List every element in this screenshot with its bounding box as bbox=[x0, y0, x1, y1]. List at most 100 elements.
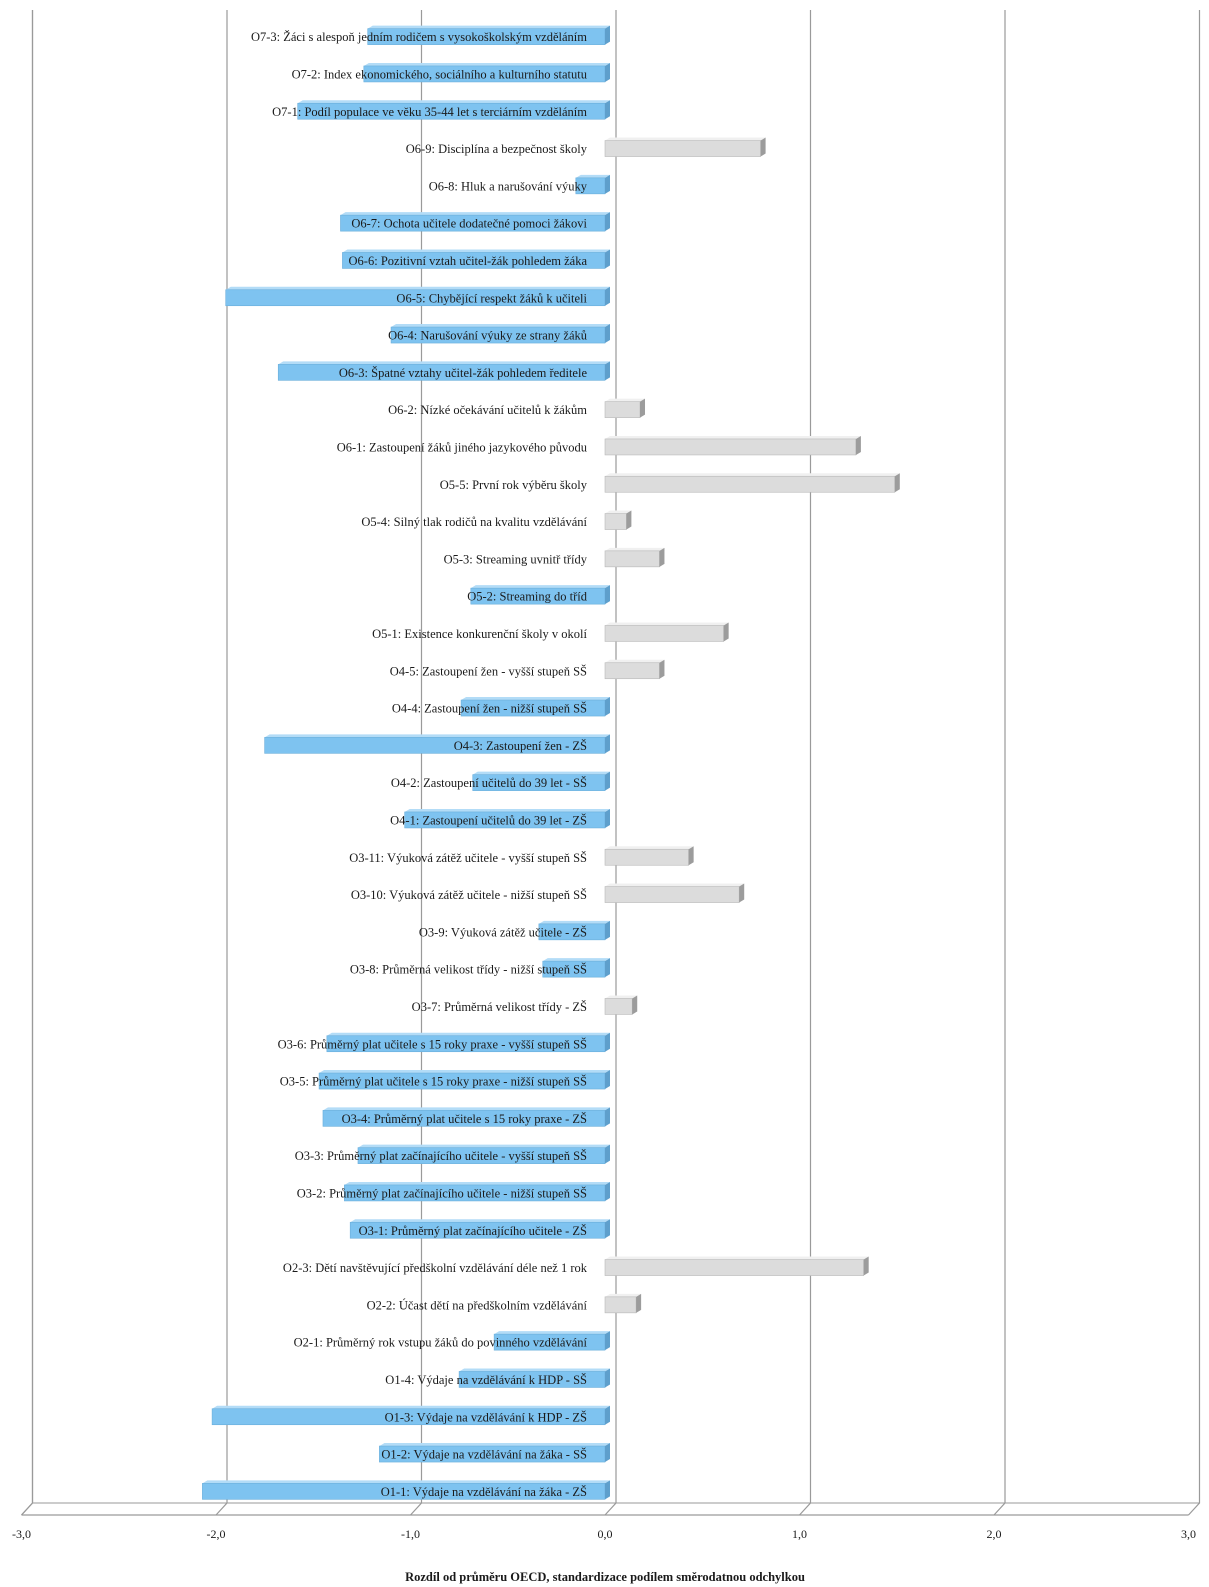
bar bbox=[344, 1181, 610, 1202]
bar-top-face bbox=[278, 361, 610, 365]
bar-side-face bbox=[605, 1107, 610, 1127]
bar bbox=[604, 547, 665, 568]
bar bbox=[390, 324, 610, 344]
bar-side-face bbox=[605, 174, 610, 194]
category-label: O5-4: Silný tlak rodičů na kvalitu vzděl… bbox=[361, 515, 587, 529]
bar bbox=[297, 100, 610, 120]
category-label: O6-5: Chybějící respekt žáků k učiteli bbox=[396, 291, 587, 305]
bar-side-face bbox=[605, 62, 610, 82]
x-tick-label: 0,0 bbox=[598, 1527, 613, 1541]
category-label: O4-2: Zastoupení učitelů do 39 let - SŠ bbox=[391, 776, 587, 790]
bar bbox=[472, 771, 610, 791]
bar-side-face bbox=[605, 1368, 610, 1388]
bar-top-face bbox=[605, 659, 665, 663]
category-label: O6-6: Pozitivní vztah učitel-žák pohlede… bbox=[349, 254, 588, 268]
bar-front-face bbox=[604, 1259, 864, 1276]
category-label: O6-2: Nízké očekávání učitelů k žákům bbox=[388, 403, 587, 417]
bar-side-face bbox=[605, 585, 610, 605]
bar bbox=[604, 659, 665, 680]
bar bbox=[379, 1443, 610, 1463]
bar-top-face bbox=[605, 622, 729, 626]
bar bbox=[211, 1405, 611, 1426]
bar-side-face bbox=[605, 1032, 610, 1052]
bar-side-face bbox=[605, 958, 610, 978]
bar-top-face bbox=[404, 808, 610, 812]
bar-top-face bbox=[605, 1293, 642, 1297]
bar-side-face bbox=[605, 286, 610, 306]
bar bbox=[604, 846, 694, 866]
category-label: O4-5: Zastoupení žen - vyšší stupeň SŠ bbox=[390, 664, 587, 678]
bar bbox=[542, 958, 610, 978]
category-label: O1-1: Výdaje na vzdělávání na žáka - ZŠ bbox=[381, 1485, 587, 1499]
bars bbox=[202, 25, 900, 1500]
category-label: O4-1: Zastoupení učitelů do 39 let - ZŠ bbox=[390, 813, 587, 827]
bar-side-face bbox=[760, 137, 766, 157]
bar-front-face bbox=[604, 848, 689, 866]
bar-top-face bbox=[605, 137, 766, 141]
bar-side-face bbox=[605, 324, 610, 344]
bar-side-face bbox=[605, 212, 610, 232]
bar-top-face bbox=[605, 883, 745, 887]
bar-top-face bbox=[575, 174, 610, 178]
bar-side-face bbox=[688, 846, 694, 866]
bar bbox=[538, 920, 610, 941]
bar bbox=[604, 398, 646, 418]
bar bbox=[404, 808, 610, 829]
gridline bbox=[993, 10, 1006, 1516]
bar-top-face bbox=[340, 212, 610, 216]
category-label: O3-6: Průměrný plat učitele s 15 roky pr… bbox=[278, 1037, 587, 1051]
bar-side-face bbox=[636, 1293, 642, 1313]
bar-top-face bbox=[494, 1331, 610, 1335]
plot-frame bbox=[21, 10, 1200, 1516]
bar bbox=[225, 286, 610, 307]
bar bbox=[604, 137, 766, 157]
category-label: O3-9: Výuková zátěž učitele - ZŠ bbox=[419, 925, 587, 939]
plot-left-wall bbox=[21, 10, 34, 1516]
bar bbox=[363, 62, 610, 83]
bar-top-face bbox=[605, 435, 861, 439]
bar-top-face bbox=[225, 286, 610, 290]
bar bbox=[575, 174, 610, 195]
bar-front-face bbox=[604, 662, 660, 680]
bar bbox=[604, 883, 745, 903]
bar-top-face bbox=[605, 995, 638, 999]
category-label: O4-3: Zastoupení žen - ZŠ bbox=[454, 739, 587, 753]
category-label: O6-7: Ochota učitele dodatečné pomoci žá… bbox=[351, 217, 587, 231]
gridline bbox=[215, 10, 228, 1516]
bar-front-face bbox=[604, 1296, 637, 1314]
bar bbox=[342, 249, 610, 269]
bar bbox=[277, 361, 610, 381]
bar bbox=[264, 734, 610, 754]
bar bbox=[318, 1070, 610, 1090]
category-label: O6-9: Disciplína a bezpečnost školy bbox=[406, 142, 588, 156]
bar-front-face bbox=[604, 401, 641, 418]
category-label: O4-4: Zastoupení žen - nižší stupeň SŠ bbox=[392, 702, 587, 716]
bar bbox=[349, 1219, 610, 1239]
category-label: O1-4: Výdaje na vzdělávání k HDP - SŠ bbox=[385, 1373, 587, 1387]
bar bbox=[604, 1293, 642, 1314]
x-tick-label: -3,0 bbox=[12, 1527, 31, 1541]
bar-top-face bbox=[605, 398, 646, 402]
category-label: O3-1: Průměrný plat začínajícího učitele… bbox=[359, 1224, 587, 1238]
gridline bbox=[21, 10, 34, 1516]
bar-side-face bbox=[605, 25, 610, 45]
category-label: O3-10: Výuková zátěž učitele - nižší stu… bbox=[351, 888, 587, 902]
bar bbox=[357, 1144, 610, 1164]
x-axis-ticks: -3,0 -2,0 -1,0 0,0 1,0 2,0 3,0 bbox=[12, 1527, 1196, 1541]
bar-top-face bbox=[605, 846, 694, 850]
bar-top-face bbox=[605, 510, 632, 514]
category-label: O3-7: Průměrná velikost třídy - ZŠ bbox=[412, 1000, 587, 1014]
bar-front-face bbox=[604, 886, 740, 903]
bar-side-face bbox=[605, 1480, 610, 1500]
bar-top-face bbox=[357, 1144, 610, 1148]
bar-top-face bbox=[326, 1032, 610, 1036]
bar-top-face bbox=[363, 62, 610, 66]
gridline bbox=[799, 10, 812, 1516]
category-label: O3-5: Průměrný plat učitele s 15 roky pr… bbox=[280, 1075, 587, 1089]
x-tick-label: 3,0 bbox=[1181, 1527, 1196, 1541]
bar-top-face bbox=[538, 920, 610, 924]
bar-side-face bbox=[659, 547, 665, 567]
x-tick-label: -1,0 bbox=[401, 1527, 420, 1541]
bar-side-face bbox=[605, 100, 610, 120]
bar-side-face bbox=[605, 361, 610, 381]
